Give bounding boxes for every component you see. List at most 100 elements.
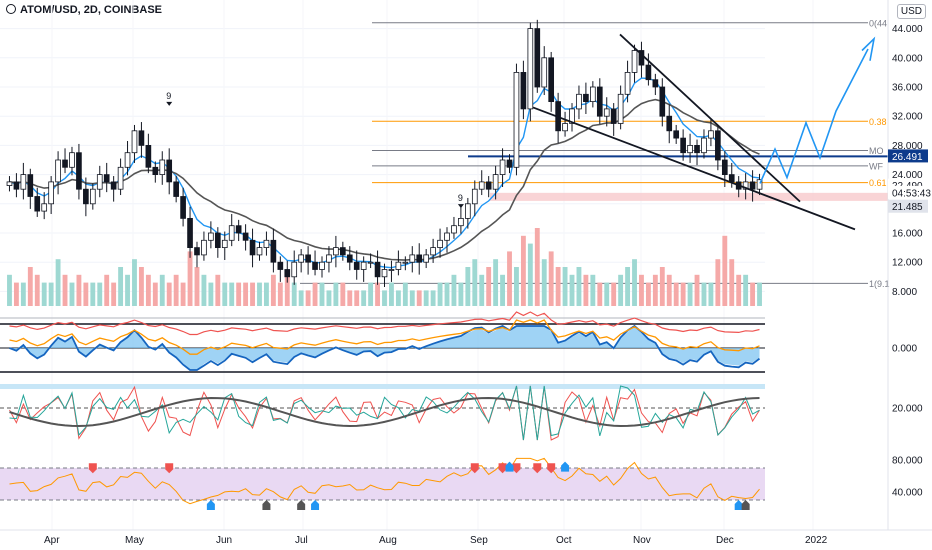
volume-bar xyxy=(257,282,262,306)
candle-body xyxy=(562,123,568,132)
volume-bar xyxy=(132,259,137,306)
candle-body xyxy=(465,203,471,219)
volume-bar xyxy=(486,267,492,306)
volume-bar xyxy=(333,282,339,306)
dmi-pane xyxy=(0,384,765,441)
rsi-overbought-marker xyxy=(470,463,479,474)
wedge-upper-line xyxy=(619,33,801,203)
osc-orange-line xyxy=(9,319,760,355)
candle-body xyxy=(541,57,548,88)
volume-bar xyxy=(534,228,540,306)
volume-bar xyxy=(604,282,610,306)
candle-body xyxy=(214,232,221,248)
volume-bar xyxy=(180,282,186,306)
volume-bar xyxy=(645,282,651,306)
volume-bar xyxy=(611,282,617,306)
volume-bar xyxy=(55,259,61,306)
candle-body xyxy=(228,225,235,241)
price-tick-label: 24.000 xyxy=(892,170,923,181)
volume-bar xyxy=(375,282,380,306)
drawings: 99 xyxy=(166,33,876,231)
volume-bar xyxy=(319,282,325,306)
candle-body xyxy=(131,130,138,154)
volume-bar xyxy=(722,235,728,306)
volume-bar xyxy=(145,274,151,306)
candle-body xyxy=(485,181,492,190)
level-label: WF xyxy=(869,161,883,171)
price-badge-bg xyxy=(888,199,928,213)
time-tick-label: Sep xyxy=(470,535,488,546)
candle-body xyxy=(173,181,179,197)
currency-badge[interactable]: USD xyxy=(896,4,926,19)
price-badge: 04:53:43 xyxy=(892,188,931,199)
volume-bar xyxy=(48,282,54,306)
dmi-minus-line xyxy=(9,385,760,441)
candle-body xyxy=(520,72,527,110)
candle-body xyxy=(117,166,124,190)
support-zone xyxy=(490,192,888,201)
volume-bar xyxy=(402,282,408,306)
candle-body xyxy=(471,188,478,205)
candle-body xyxy=(728,174,735,183)
volume-bar xyxy=(639,274,644,306)
rsi-neutral-marker xyxy=(741,500,750,510)
candle-body xyxy=(499,159,506,175)
candles xyxy=(6,19,763,288)
count-marker xyxy=(166,101,173,106)
candle-body xyxy=(645,64,652,81)
volume-bars xyxy=(7,228,762,306)
dmi-band xyxy=(0,384,765,389)
dmi-plus-line xyxy=(9,385,760,441)
rsi-overbought-marker xyxy=(165,463,174,474)
rsi-overbought-marker xyxy=(498,463,507,474)
rsi-tick-label: 40.000 xyxy=(892,488,923,499)
price-tick-label: 28.000 xyxy=(892,141,923,152)
volume-bar xyxy=(673,282,679,306)
level-label: MO xyxy=(869,146,884,156)
volume-bar xyxy=(548,251,554,306)
volume-bar xyxy=(347,290,353,306)
time-tick-label: Nov xyxy=(633,535,651,546)
candle-body xyxy=(631,50,638,73)
volume-bar xyxy=(514,267,519,306)
candle-body xyxy=(48,181,54,205)
volume-bar xyxy=(465,267,471,306)
volume-bar xyxy=(76,274,82,306)
count-annotation: 9 xyxy=(458,193,463,203)
volume-bar xyxy=(125,274,130,306)
volume-bar xyxy=(729,259,735,306)
volume-bar xyxy=(270,274,276,306)
candle-body xyxy=(756,179,763,190)
price-tick-label: 40.000 xyxy=(892,53,923,64)
volume-bar xyxy=(208,282,214,306)
wedge-lower-line xyxy=(532,106,856,231)
candle-body xyxy=(249,239,256,256)
volume-bar xyxy=(250,282,255,306)
volume-bar xyxy=(361,290,367,306)
candle-body xyxy=(305,254,311,263)
candle-body xyxy=(208,232,214,241)
volume-bar xyxy=(7,274,12,306)
candle-body xyxy=(666,115,673,132)
volume-bar xyxy=(562,267,568,306)
candle-body xyxy=(492,174,499,190)
candle-body xyxy=(360,261,367,270)
candle-body xyxy=(548,57,555,102)
volume-bar xyxy=(243,282,249,306)
candle-body xyxy=(721,159,728,175)
rsi-signal-marker xyxy=(311,500,320,510)
level-label: 0.38 xyxy=(869,117,887,127)
candle-body xyxy=(506,159,513,168)
volume-bar xyxy=(625,267,631,306)
volume-bar xyxy=(493,259,499,306)
candle-body xyxy=(687,144,693,154)
rsi-signal-marker xyxy=(561,461,570,472)
candle-body xyxy=(34,196,41,212)
candle-body xyxy=(159,159,166,175)
candle-body xyxy=(367,261,374,264)
volume-bar xyxy=(451,274,457,306)
symbol-dot-icon xyxy=(6,4,16,14)
volume-bar xyxy=(750,282,756,306)
price-badge: 21.485 xyxy=(892,202,923,213)
